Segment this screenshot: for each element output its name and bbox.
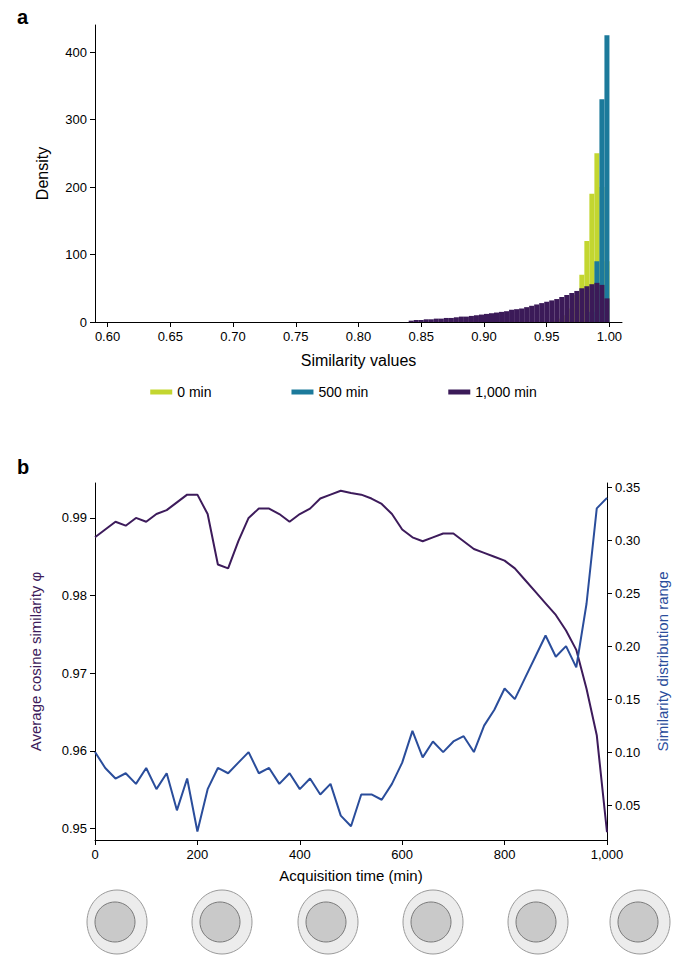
- svg-text:0.15: 0.15: [615, 692, 640, 707]
- svg-text:Similarity values: Similarity values: [301, 352, 417, 369]
- svg-text:Average cosine similarity φ: Average cosine similarity φ: [27, 571, 44, 751]
- svg-text:600: 600: [391, 847, 413, 862]
- svg-text:0: 0: [80, 315, 87, 330]
- svg-text:0.20: 0.20: [615, 639, 640, 654]
- svg-text:0: 0: [91, 847, 98, 862]
- svg-text:0.97: 0.97: [62, 666, 87, 681]
- svg-text:400: 400: [289, 847, 311, 862]
- svg-text:300: 300: [65, 112, 87, 127]
- svg-text:0.30: 0.30: [615, 533, 640, 548]
- svg-text:200: 200: [187, 847, 209, 862]
- svg-text:0.75: 0.75: [283, 329, 308, 344]
- svg-text:0.10: 0.10: [615, 745, 640, 760]
- svg-text:b: b: [17, 456, 29, 478]
- svg-text:400: 400: [65, 45, 87, 60]
- svg-text:0.98: 0.98: [62, 588, 87, 603]
- svg-text:0.95: 0.95: [534, 329, 559, 344]
- svg-text:200: 200: [65, 180, 87, 195]
- svg-text:0 min: 0 min: [177, 384, 211, 400]
- svg-text:0.90: 0.90: [471, 329, 496, 344]
- svg-text:800: 800: [494, 847, 516, 862]
- svg-text:0.99: 0.99: [62, 510, 87, 525]
- svg-text:a: a: [17, 6, 29, 28]
- svg-text:0.85: 0.85: [409, 329, 434, 344]
- svg-text:0.80: 0.80: [346, 329, 371, 344]
- svg-text:Similarity distribution range: Similarity distribution range: [654, 571, 671, 751]
- svg-text:500 min: 500 min: [318, 384, 368, 400]
- svg-text:Density: Density: [34, 147, 51, 200]
- svg-text:0.60: 0.60: [95, 329, 120, 344]
- svg-text:1,000 min: 1,000 min: [475, 384, 536, 400]
- svg-text:0.96: 0.96: [62, 743, 87, 758]
- svg-text:0.65: 0.65: [158, 329, 183, 344]
- svg-text:100: 100: [65, 247, 87, 262]
- svg-text:0.35: 0.35: [615, 480, 640, 495]
- svg-text:1,000: 1,000: [591, 847, 624, 862]
- svg-text:0.25: 0.25: [615, 586, 640, 601]
- svg-text:1.00: 1.00: [597, 329, 622, 344]
- svg-text:Acquisition time (min): Acquisition time (min): [279, 867, 422, 884]
- svg-text:0.95: 0.95: [62, 821, 87, 836]
- svg-text:0.05: 0.05: [615, 798, 640, 813]
- svg-text:0.70: 0.70: [220, 329, 245, 344]
